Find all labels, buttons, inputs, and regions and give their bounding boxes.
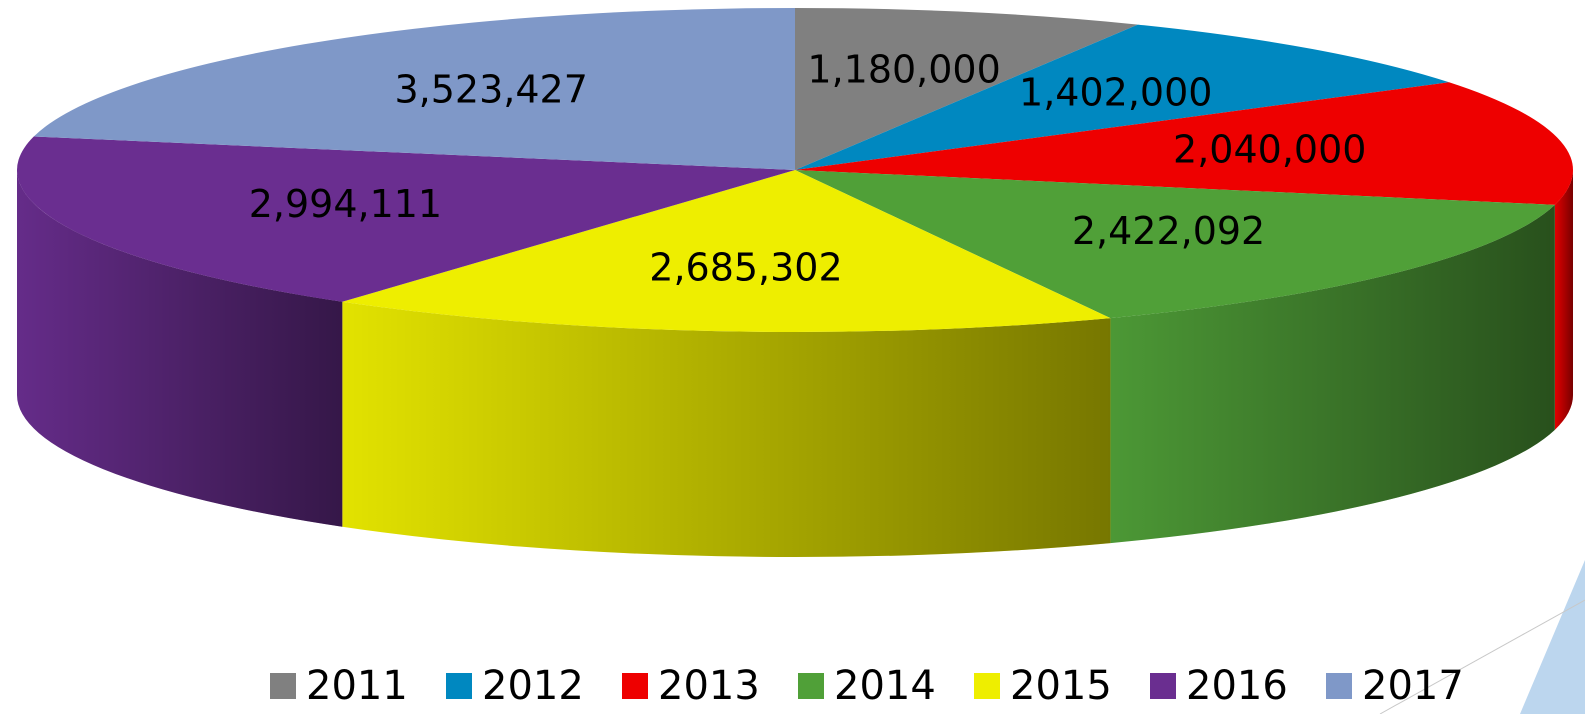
pie-sides xyxy=(17,170,1573,557)
data-label: 1,180,000 xyxy=(807,48,1000,92)
data-label: 2,422,092 xyxy=(1072,209,1265,253)
pie-tops xyxy=(16,8,1573,332)
legend: 2011 2012 2013 2014 2015 2016 2017 xyxy=(270,663,1464,709)
decoration-line xyxy=(1379,599,1585,714)
legend-swatch xyxy=(798,673,824,699)
slice xyxy=(16,136,795,302)
slice-side-shade xyxy=(17,170,343,527)
decoration xyxy=(1520,560,1585,714)
slice xyxy=(795,170,1555,319)
legend-swatch xyxy=(974,673,1000,699)
slice xyxy=(33,8,796,170)
slice xyxy=(795,8,1138,170)
data-labels: 1,180,000 1,402,000 2,040,000 2,422,092 2,68… xyxy=(249,48,1367,290)
legend-label: 2012 xyxy=(482,663,584,709)
data-label: 2,685,302 xyxy=(649,245,842,289)
legend-label: 2016 xyxy=(1186,663,1288,709)
legend-label: 2017 xyxy=(1362,663,1464,709)
slice-side-shade xyxy=(342,301,1111,557)
data-label: 2,994,111 xyxy=(249,182,442,226)
pie: 1,180,000 1,402,000 2,040,000 2,422,092 2,68… xyxy=(16,8,1573,557)
legend-label: 2014 xyxy=(834,663,936,709)
legend-label: 2013 xyxy=(658,663,760,709)
slice-side-shade xyxy=(1554,170,1573,430)
legend-label: 2011 xyxy=(306,663,408,709)
legend-label: 2015 xyxy=(1010,663,1112,709)
slice xyxy=(342,170,1111,332)
legend-swatch xyxy=(446,673,472,699)
legend-swatch xyxy=(622,673,648,699)
slice-side-shade xyxy=(1110,204,1555,544)
legend-swatch xyxy=(270,673,296,699)
data-label: 1,402,000 xyxy=(1019,70,1212,114)
data-label: 3,523,427 xyxy=(395,67,588,111)
slice xyxy=(795,82,1573,205)
data-label: 2,040,000 xyxy=(1173,128,1366,172)
legend-swatch xyxy=(1150,673,1176,699)
legend-swatch xyxy=(1326,673,1352,699)
slice xyxy=(795,24,1450,170)
